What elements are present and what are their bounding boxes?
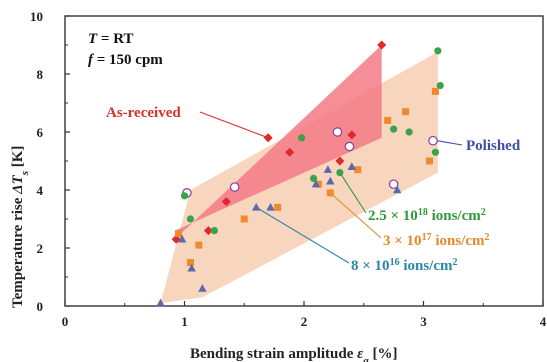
data-points-layer bbox=[156, 40, 444, 307]
data-point bbox=[180, 192, 189, 200]
data-point bbox=[309, 174, 318, 182]
data-point bbox=[384, 116, 392, 124]
data-point bbox=[263, 133, 273, 143]
data-point bbox=[323, 165, 333, 173]
data-point bbox=[252, 202, 261, 211]
data-point bbox=[186, 215, 195, 223]
data-point bbox=[187, 263, 196, 272]
y-tick-label: 2 bbox=[37, 241, 44, 256]
tick-labels-layer: 0 1 2 3 4 0 2 4 6 8 10 bbox=[30, 9, 547, 329]
bands-layer bbox=[160, 45, 438, 304]
data-point bbox=[390, 125, 398, 133]
data-point bbox=[274, 203, 282, 211]
data-point bbox=[175, 230, 183, 237]
annotation-as-received: As-received bbox=[106, 105, 181, 121]
data-point bbox=[198, 284, 207, 292]
leader-dose-2.5e18 bbox=[339, 172, 367, 214]
condition-frequency: f = 150 cpm bbox=[88, 52, 163, 68]
data-point bbox=[186, 259, 194, 266]
data-point bbox=[344, 141, 355, 152]
data-point bbox=[221, 197, 231, 207]
y-tick-label: 10 bbox=[30, 9, 43, 24]
x-tick-label: 3 bbox=[420, 314, 427, 329]
axes-layer bbox=[64, 15, 544, 307]
leader-as-received bbox=[199, 111, 269, 139]
data-point bbox=[203, 226, 213, 236]
data-point bbox=[195, 241, 203, 249]
data-point bbox=[393, 185, 402, 194]
data-point bbox=[156, 298, 165, 307]
as-received-band bbox=[174, 45, 382, 240]
data-point bbox=[434, 47, 442, 55]
annotation-dose-8e16: 8 × 1016 ions/cm2 bbox=[351, 257, 457, 275]
y-tick-label: 6 bbox=[37, 125, 44, 140]
data-point bbox=[298, 134, 306, 142]
y-tick-label: 8 bbox=[37, 67, 44, 82]
series-2 bbox=[180, 47, 444, 235]
y-tick-label: 0 bbox=[37, 299, 44, 314]
y-axis-title: Temperature rise ΔTs [K] bbox=[10, 146, 31, 308]
data-point bbox=[425, 157, 433, 165]
x-tick-label: 1 bbox=[181, 314, 188, 329]
data-point bbox=[377, 40, 387, 50]
x-tick-label: 2 bbox=[301, 314, 308, 329]
data-point bbox=[266, 202, 275, 211]
data-point bbox=[428, 135, 438, 146]
data-point bbox=[431, 148, 440, 156]
data-point bbox=[240, 215, 248, 223]
annotation-dose-3e17: 3 × 1017 ions/cm2 bbox=[383, 232, 489, 250]
x-tick-label: 4 bbox=[540, 314, 547, 329]
data-point bbox=[402, 108, 410, 116]
data-point bbox=[285, 147, 295, 157]
data-point bbox=[405, 128, 413, 136]
data-point bbox=[431, 87, 439, 95]
data-point bbox=[354, 166, 362, 174]
data-point bbox=[210, 227, 218, 235]
data-point bbox=[326, 176, 335, 185]
leader-polished bbox=[436, 140, 463, 146]
leader-dose-3e17 bbox=[329, 192, 382, 239]
data-point bbox=[177, 234, 187, 243]
annotation-dose-2.5e18: 2.5 × 1018 ions/cm2 bbox=[368, 207, 486, 225]
data-point bbox=[347, 162, 356, 170]
series-1 bbox=[182, 127, 438, 198]
data-point bbox=[326, 189, 334, 197]
data-point bbox=[229, 182, 240, 192]
x-tick-label: 0 bbox=[62, 314, 69, 329]
annotation-leaders bbox=[199, 111, 463, 264]
data-point bbox=[436, 82, 444, 90]
data-point bbox=[171, 234, 181, 244]
data-point bbox=[311, 179, 321, 188]
data-point bbox=[336, 169, 344, 177]
y-tick-label: 4 bbox=[37, 183, 44, 198]
data-point bbox=[347, 130, 357, 140]
data-point bbox=[335, 156, 345, 166]
annotation-polished: Polished bbox=[466, 138, 521, 154]
series-4 bbox=[156, 162, 402, 307]
x-axis-title: Bending strain amplitude εa [%] bbox=[190, 346, 398, 362]
data-point bbox=[332, 127, 343, 137]
data-point bbox=[388, 179, 399, 190]
series-0 bbox=[171, 40, 387, 244]
leader-dose-8e16 bbox=[255, 206, 350, 264]
condition-temperature: T = RT bbox=[88, 31, 134, 47]
